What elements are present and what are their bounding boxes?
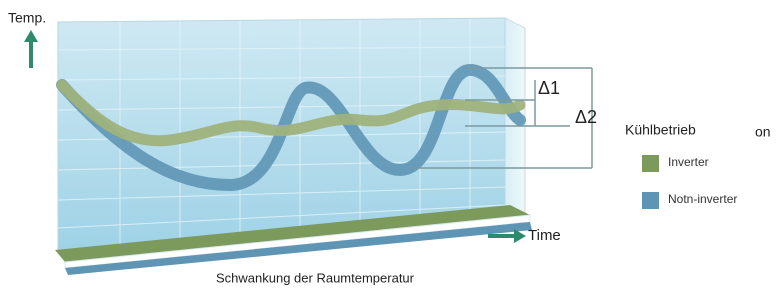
legend-title-overflow: on [755, 124, 771, 140]
delta1-label: Δ1 [538, 78, 560, 98]
y-axis-label: Temp. [8, 10, 46, 26]
caption: Schwankung der Raumtemperatur [216, 270, 415, 285]
legend-label: Inverter [668, 155, 709, 169]
legend-label: Notn-inverter [668, 192, 737, 206]
legend-swatch [642, 192, 659, 209]
legend-swatch [642, 155, 659, 172]
x-axis-label: Time [528, 227, 561, 244]
diagram: Temp. Time Δ1 Δ2 Kühlbetrieb on Inverter… [0, 0, 778, 293]
legend-title: Kühlbetrieb [625, 122, 696, 138]
legend: Inverter Notn-inverter [642, 155, 737, 209]
delta2-label: Δ2 [575, 107, 597, 127]
